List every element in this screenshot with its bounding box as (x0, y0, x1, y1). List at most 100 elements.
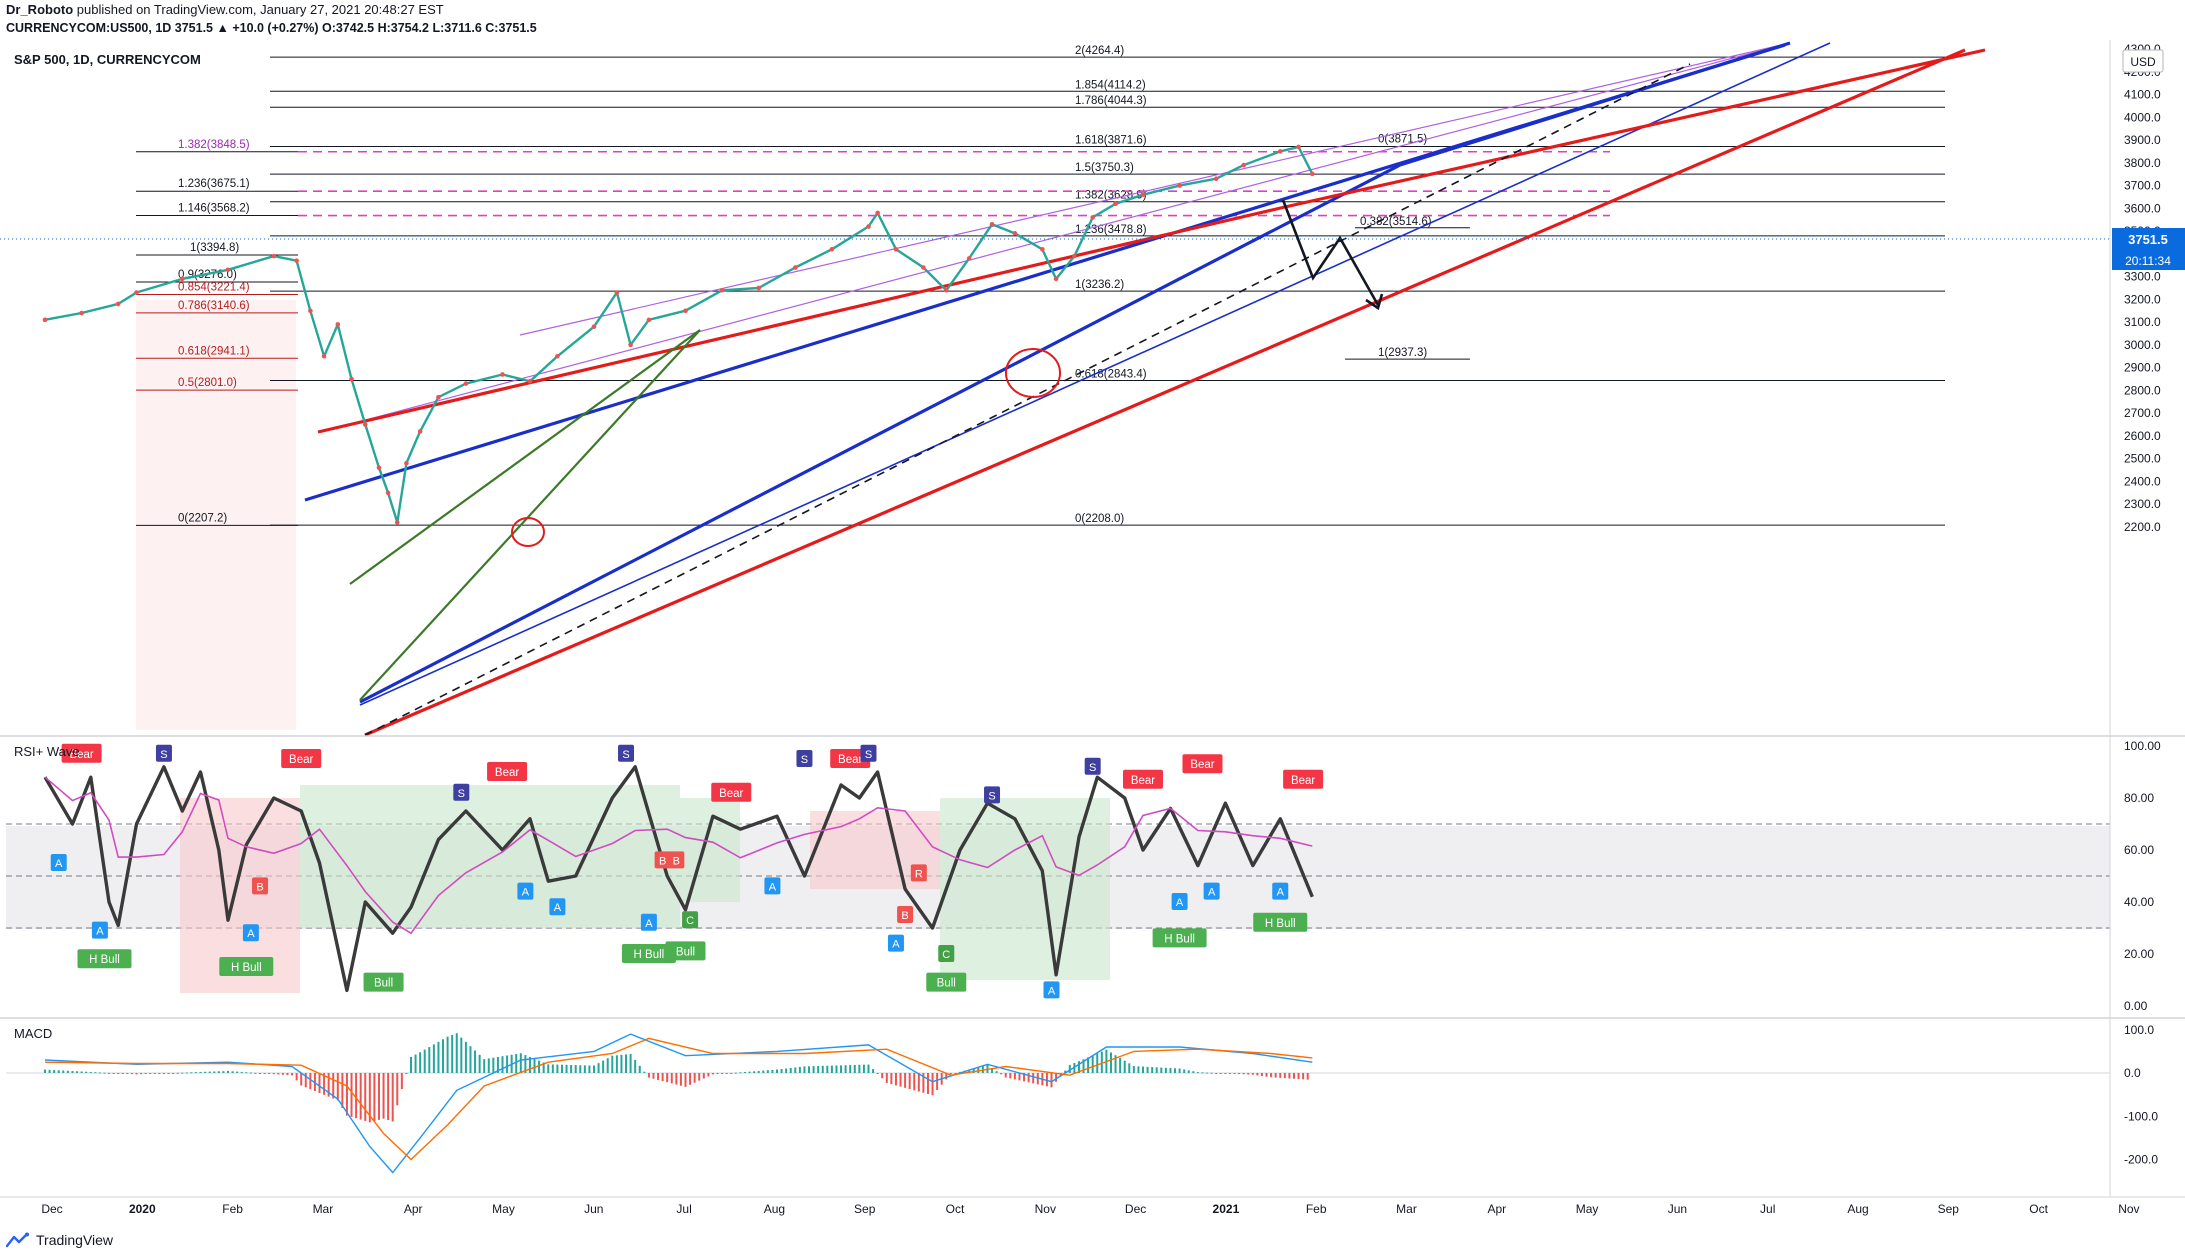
macd-histogram-bar (689, 1073, 692, 1085)
signal-label: H Bull (231, 962, 262, 974)
macd-histogram-bar (798, 1066, 801, 1073)
macd-histogram-bar (885, 1073, 888, 1083)
macd-histogram-bar (286, 1073, 289, 1076)
macd-histogram-bar (1247, 1073, 1250, 1075)
macd-histogram-bar (295, 1073, 298, 1081)
rsi-tick-label: 100.00 (2124, 739, 2161, 753)
macd-histogram-bar (565, 1064, 568, 1073)
macd-histogram-bar (432, 1044, 435, 1073)
price-point (829, 246, 835, 252)
signal-label: Bear (1190, 759, 1214, 771)
price-series-line (44, 145, 1314, 524)
purple-channel-line (319, 42, 1791, 433)
macd-histogram-bar (391, 1073, 394, 1122)
macd-histogram-bar (341, 1073, 344, 1108)
price-point (385, 490, 391, 496)
macd-histogram-bar (1132, 1066, 1135, 1073)
price-tick-label: 3100.0 (2124, 315, 2161, 329)
price-point (308, 308, 313, 314)
macd-histogram-bar (1233, 1073, 1236, 1074)
red-wedge-upper (317, 205, 1286, 434)
macd-histogram-bar (259, 1073, 262, 1074)
macd-pane[interactable] (0, 1019, 2110, 1197)
macd-histogram-bar (149, 1073, 152, 1074)
rsi-marker-badge (887, 934, 904, 952)
tradingview-brand[interactable]: TradingView (36, 1232, 114, 1248)
macd-histogram-bar (812, 1066, 815, 1073)
price-point (417, 429, 423, 434)
price-point (134, 290, 139, 295)
macd-histogram-bar (451, 1034, 454, 1073)
macd-histogram-bar (611, 1055, 614, 1073)
macd-histogram-bar (268, 1073, 271, 1074)
bull-signal-badge (1152, 928, 1207, 948)
price-tick-label: 4000.0 (2124, 110, 2161, 124)
pre-crash-zone (136, 300, 296, 730)
price-point (628, 342, 633, 348)
rsi-marker-letter: S (1089, 762, 1096, 774)
fib-level-label: 1.854(4114.2) (1075, 79, 1146, 91)
macd-histogram-bar (222, 1071, 225, 1073)
macd-histogram-bar (144, 1073, 147, 1075)
macd-histogram-bar (263, 1073, 266, 1074)
macd-histogram-bar (533, 1058, 536, 1073)
rsi-marker-letter: S (988, 790, 995, 802)
price-point (966, 256, 972, 261)
macd-histogram-bar (204, 1071, 207, 1073)
rsi-line (43, 765, 1314, 993)
macd-histogram-bar (853, 1064, 856, 1073)
price-point (1113, 201, 1118, 207)
price-point (591, 324, 597, 329)
macd-histogram-bar (304, 1073, 307, 1088)
rsi-marker-badge (897, 906, 914, 923)
currency-button[interactable] (2122, 49, 2164, 73)
bear-signal-badge (281, 749, 322, 768)
macd-histogram-bar (803, 1066, 806, 1073)
macd-histogram-bar (272, 1073, 275, 1075)
macd-histogram-bar (359, 1073, 362, 1120)
macd-histogram-bar (135, 1073, 138, 1075)
black-dashed-trendline (364, 63, 1691, 736)
time-tick-label: Apr (1487, 1202, 1506, 1216)
price-point (179, 276, 185, 282)
macd-histogram-bar (130, 1073, 133, 1075)
rsi-tick-label: 60.00 (2124, 843, 2154, 857)
signal-label: Bear (1291, 775, 1315, 787)
macd-histogram-bar (309, 1073, 312, 1090)
macd-histogram-bar (643, 1071, 646, 1073)
macd-histogram-bar (606, 1058, 609, 1073)
rsi-marker-letter: A (1277, 887, 1285, 899)
rsi-marker-badge (984, 786, 1001, 804)
macd-histogram-bar (721, 1073, 724, 1074)
price-point (335, 322, 341, 327)
macd-histogram-bar (410, 1056, 412, 1073)
macd-histogram-bar (121, 1073, 124, 1074)
fib-level-label: 1(3394.8) (190, 242, 239, 254)
macd-histogram-bar (574, 1065, 577, 1073)
countdown-tag (2112, 250, 2185, 270)
author-name[interactable]: Dr_Roboto (6, 2, 74, 17)
macd-histogram-bar (323, 1073, 326, 1095)
green-channel-line (349, 329, 701, 585)
macd-histogram-bar (1192, 1071, 1195, 1073)
price-point (1140, 192, 1146, 197)
rsi-marker-badge (517, 882, 534, 900)
macd-histogram-bar (291, 1073, 294, 1076)
macd-histogram-bar (835, 1065, 838, 1073)
macd-histogram-bar (483, 1059, 486, 1073)
macd-histogram-bar (1260, 1073, 1263, 1076)
fib-level-label: 0.5(2801.0) (178, 377, 237, 389)
macd-histogram-bar (629, 1053, 632, 1073)
macd-histogram-bar (1187, 1070, 1190, 1073)
price-tick-label: 2600.0 (2124, 429, 2161, 443)
macd-histogram-bar (194, 1072, 197, 1074)
macd-histogram-bar (277, 1073, 280, 1075)
time-tick-label: Apr (404, 1202, 423, 1216)
fib-level-label: 1.618(3871.6) (1075, 135, 1147, 147)
rsi-marker-badge (453, 783, 470, 801)
macd-histogram-bar (66, 1070, 69, 1073)
macd-histogram-bar (931, 1073, 934, 1096)
macd-histogram-bar (57, 1070, 60, 1073)
price-point (349, 376, 354, 382)
